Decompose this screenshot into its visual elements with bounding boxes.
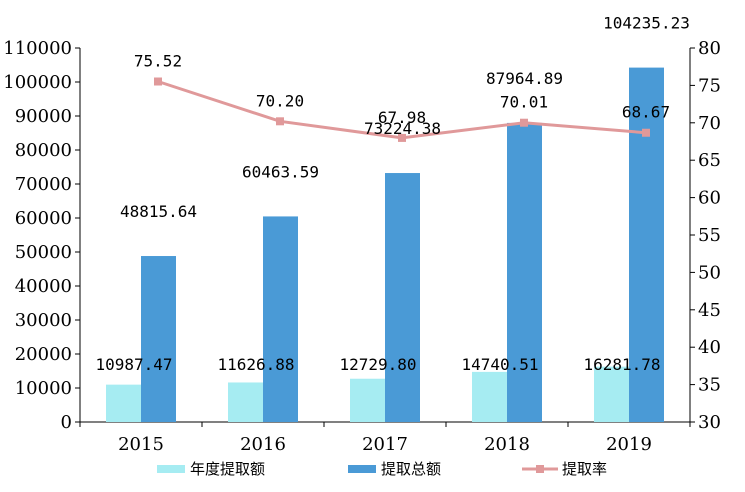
bar-data-label: 60463.59 [242,162,319,181]
bar [629,67,664,422]
line-point-marker [398,133,406,142]
bar [228,382,263,422]
left-tick-label: 90000 [15,106,72,127]
legend-label: 提取率 [562,460,607,478]
line-point-marker [276,117,284,126]
x-tick-label: 2019 [606,434,652,455]
legend: 年度提取额 提取总额 提取率 [157,460,607,478]
data-labels: 10987.47 11626.88 12729.80 14740.51 16281.78… [95,14,689,374]
right-tick-label: 40 [698,337,721,358]
bar [141,256,176,422]
bar-data-label: 16281.78 [583,355,660,374]
legend-swatch [157,465,185,473]
legend-marker [536,465,544,473]
bar [106,384,141,422]
left-tick-label: 20000 [15,344,72,365]
left-tick-label: 10000 [15,378,72,399]
bar [385,173,420,422]
bar [594,366,629,422]
legend-swatch [348,465,376,473]
left-y-axis: 0 10000 20000 30000 40000 50000 60000 70000 8000… [3,38,81,433]
right-tick-label: 35 [698,375,721,396]
line-data-label: 67.98 [378,108,426,127]
line-data-label: 68.67 [622,103,670,122]
bar-data-label: 87964.89 [486,69,563,88]
legend-label: 年度提取额 [190,460,265,478]
right-tick-label: 55 [698,225,721,246]
bar-series [106,67,664,422]
line-point-marker [154,77,162,86]
bar-data-label: 11626.88 [217,355,294,374]
x-tick-label: 2018 [484,434,530,455]
left-tick-label: 0 [61,412,72,433]
right-y-axis: 30 35 40 45 50 55 60 65 70 75 80 [689,38,721,433]
left-tick-label: 50000 [15,242,72,263]
line-data-label: 70.20 [256,91,304,110]
x-tick-label: 2016 [240,434,286,455]
x-tick-label: 2015 [118,434,164,455]
right-tick-label: 65 [698,150,721,171]
line-data-label: 70.01 [500,93,548,112]
legend-label: 提取总额 [381,460,441,478]
right-tick-label: 70 [698,113,721,134]
bar [507,122,542,422]
left-tick-label: 100000 [3,72,72,93]
right-tick-label: 45 [698,300,721,321]
bar [350,378,385,422]
line-point-marker [520,118,528,127]
bar-data-label: 14740.51 [461,355,538,374]
left-tick-label: 40000 [15,276,72,297]
x-axis: 2015 2016 2017 2018 2019 [79,421,691,455]
bar [263,216,298,422]
x-tick-label: 2017 [362,434,408,455]
left-tick-label: 80000 [15,140,72,161]
right-tick-label: 75 [698,75,721,96]
bar-data-label: 12729.80 [339,355,416,374]
right-tick-label: 60 [698,188,721,209]
line-series [154,77,650,142]
line-data-label: 75.52 [134,52,182,71]
bar-data-label: 48815.64 [120,202,197,221]
bar-data-label: 104235.23 [603,14,690,33]
left-tick-label: 110000 [3,38,72,59]
left-tick-label: 60000 [15,208,72,229]
left-tick-label: 70000 [15,174,72,195]
bar [472,371,507,422]
bar-data-label: 10987.47 [95,355,172,374]
left-tick-label: 30000 [15,310,72,331]
line-point-marker [642,128,650,137]
right-tick-label: 30 [698,412,721,433]
bar-data-label: 73224.38 [364,119,441,138]
right-tick-label: 50 [698,262,721,283]
right-tick-label: 80 [698,38,721,59]
